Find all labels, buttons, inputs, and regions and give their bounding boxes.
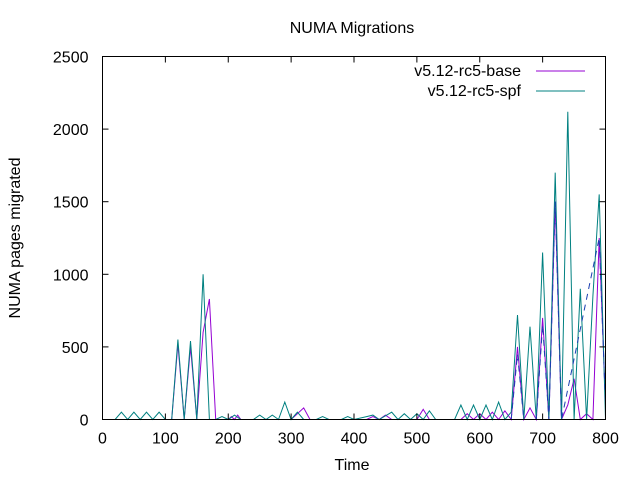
series-line-0 — [102, 201, 606, 422]
y-axis: 0 500 1000 1500 2000 2500 — [53, 50, 606, 430]
x-tick-label: 0 — [98, 431, 107, 448]
x-tick-label: 500 — [404, 431, 431, 448]
y-axis-label: NUMA pages migrated — [7, 158, 24, 319]
y-tick-label: 1000 — [53, 267, 89, 284]
series-line-2 — [510, 201, 606, 420]
x-tick-label: 100 — [152, 431, 179, 448]
x-tick-label: 800 — [592, 431, 619, 448]
x-tick-label: 700 — [529, 431, 556, 448]
y-tick-label: 500 — [62, 340, 89, 357]
x-tick-label: 200 — [215, 431, 242, 448]
series-layer — [102, 111, 606, 422]
y-tick-label: 2500 — [53, 50, 89, 67]
legend-label-0: v5.12-rc5-base — [414, 63, 521, 80]
legend: v5.12-rc5-base v5.12-rc5-spf — [414, 63, 585, 100]
series-line-1 — [102, 111, 606, 421]
x-tick-label: 400 — [341, 431, 368, 448]
legend-label-1: v5.12-rc5-spf — [428, 83, 522, 100]
y-tick-label: 0 — [80, 413, 89, 430]
y-tick-label: 2000 — [53, 122, 89, 139]
x-tick-label: 300 — [278, 431, 305, 448]
chart-title: NUMA Migrations — [290, 20, 414, 37]
x-axis: 0 100 200 300 400 500 600 700 800 — [98, 56, 619, 448]
x-tick-label: 600 — [466, 431, 493, 448]
x-axis-label: Time — [335, 457, 370, 474]
plot-frame — [102, 56, 606, 420]
y-tick-label: 1500 — [53, 195, 89, 212]
